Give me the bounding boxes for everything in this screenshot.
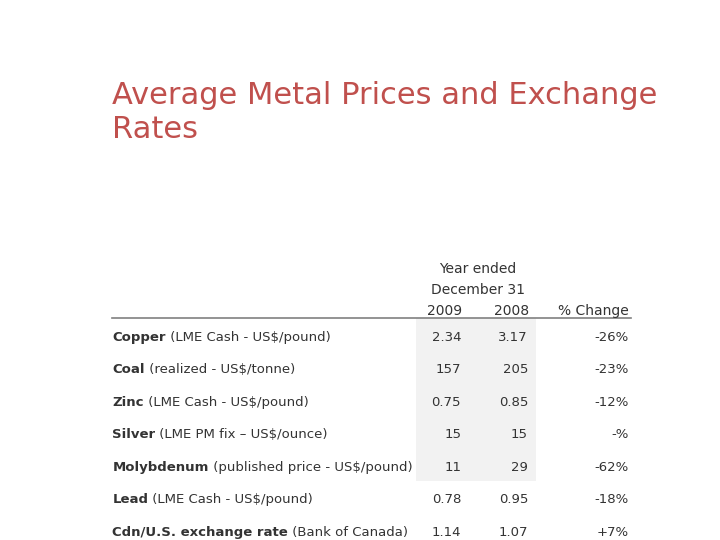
Text: -12%: -12% — [594, 396, 629, 409]
Bar — [416, 319, 536, 540]
Text: (LME Cash - US$/pound): (LME Cash - US$/pound) — [144, 396, 309, 409]
Text: -62%: -62% — [594, 461, 629, 474]
Text: 0.95: 0.95 — [499, 493, 528, 506]
Text: Silver: Silver — [112, 428, 156, 441]
Text: Lead: Lead — [112, 493, 148, 506]
Text: 1.14: 1.14 — [431, 525, 461, 538]
Text: (LME PM fix – US$/ounce): (LME PM fix – US$/ounce) — [156, 428, 328, 441]
Text: -23%: -23% — [594, 363, 629, 376]
Text: 15: 15 — [511, 428, 528, 441]
Text: 205: 205 — [503, 363, 528, 376]
Text: 2009: 2009 — [427, 304, 462, 318]
Text: 0.75: 0.75 — [431, 396, 461, 409]
Text: December 31: December 31 — [431, 283, 525, 297]
Text: 0.85: 0.85 — [499, 396, 528, 409]
Text: Coal: Coal — [112, 363, 145, 376]
Text: +7%: +7% — [596, 525, 629, 538]
Text: 29: 29 — [511, 461, 528, 474]
Text: -%: -% — [611, 428, 629, 441]
Text: Average Metal Prices and Exchange
Rates: Average Metal Prices and Exchange Rates — [112, 82, 657, 144]
Text: % Change: % Change — [558, 304, 629, 318]
Text: Copper: Copper — [112, 331, 166, 344]
Text: 11: 11 — [444, 461, 461, 474]
Text: (published price - US$/pound): (published price - US$/pound) — [209, 461, 413, 474]
Text: 2.34: 2.34 — [431, 331, 461, 344]
Text: (realized - US$/tonne): (realized - US$/tonne) — [145, 363, 295, 376]
Text: Year ended: Year ended — [439, 262, 516, 276]
Text: 157: 157 — [436, 363, 461, 376]
Text: (Bank of Canada): (Bank of Canada) — [288, 525, 408, 538]
Text: 2008: 2008 — [494, 304, 529, 318]
Text: -18%: -18% — [594, 493, 629, 506]
Text: (LME Cash - US$/pound): (LME Cash - US$/pound) — [148, 493, 313, 506]
Text: -26%: -26% — [594, 331, 629, 344]
Text: 3.17: 3.17 — [498, 331, 528, 344]
Text: 15: 15 — [444, 428, 461, 441]
Text: 1.07: 1.07 — [498, 525, 528, 538]
Text: Molybdenum: Molybdenum — [112, 461, 209, 474]
Text: (LME Cash - US$/pound): (LME Cash - US$/pound) — [166, 331, 330, 344]
Text: 0.78: 0.78 — [432, 493, 461, 506]
Text: Cdn/U.S. exchange rate: Cdn/U.S. exchange rate — [112, 525, 288, 538]
Text: Zinc: Zinc — [112, 396, 144, 409]
